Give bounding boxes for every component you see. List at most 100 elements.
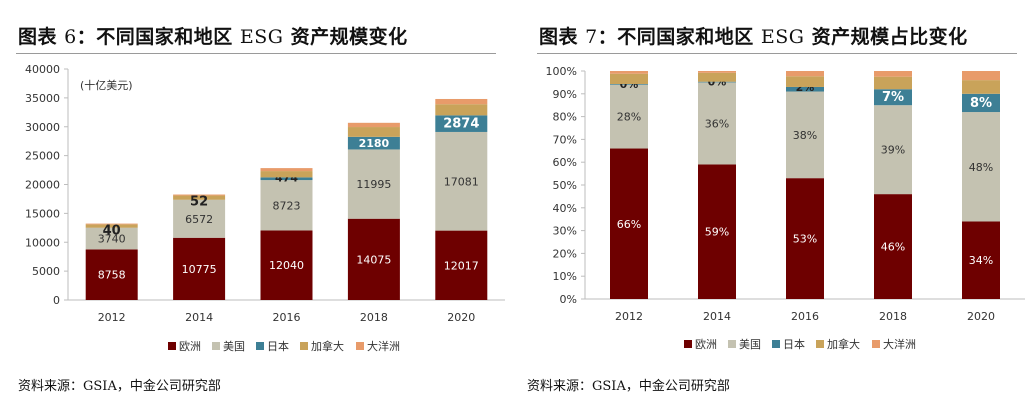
bar-segment-canada <box>173 195 226 200</box>
bar-segment-usa <box>874 105 912 195</box>
bar-segment-usa <box>260 180 313 231</box>
bar-segment-usa <box>347 149 400 219</box>
data-label-europe: 46% <box>881 241 905 254</box>
bar-segment-europe <box>698 164 736 299</box>
x-tick-label: 2020 <box>447 311 475 324</box>
title-separator: ： <box>597 26 618 48</box>
data-label-europe: 66% <box>617 218 641 231</box>
bar-segment-australasia <box>962 71 1000 81</box>
bar-segment-canada <box>435 104 488 116</box>
legend-label: 欧洲 <box>179 340 201 353</box>
bar-segment-canada <box>610 73 648 84</box>
y-tick-label: 5000 <box>32 265 60 278</box>
data-label-usa: 11995 <box>356 178 391 191</box>
bar-segment-australasia <box>260 168 313 172</box>
y-tick-label: 50% <box>553 179 577 192</box>
data-label-europe: 53% <box>793 233 817 246</box>
y-tick-label: 20000 <box>25 179 60 192</box>
bar-segment-europe <box>85 249 138 300</box>
left-stacked-bar-chart: 0 5000 10000 15000 20000 25000 30000 35000 40000… <box>25 63 505 353</box>
data-label-usa: 6572 <box>185 213 213 226</box>
y-tick-label: 25000 <box>25 150 60 163</box>
legend-swatch <box>772 340 780 348</box>
y-tick-label: 0% <box>560 293 577 306</box>
x-tick-label: 2018 <box>360 311 388 324</box>
legend-label: 加拿大 <box>827 337 860 351</box>
left-chart-title: 图表 6：不同国家和地区 ESG 资产规模变化 <box>18 22 408 49</box>
bar-segment-japan <box>610 83 648 85</box>
right-chart-title: 图表 7：不同国家和地区 ESG 资产规模占比变化 <box>539 22 968 49</box>
y-tick-label: 40% <box>553 202 577 215</box>
title-text-part1: 不同国家和地区 <box>96 26 233 48</box>
right-source-note: 资料来源：GSIA，中金公司研究部 <box>527 375 730 394</box>
bar-segment-australasia <box>347 122 400 128</box>
data-label-usa: 8723 <box>273 199 301 212</box>
source-prefix: 资料来源： <box>18 379 84 394</box>
bar-segment-europe <box>173 237 226 300</box>
x-tick-label: 2016 <box>791 310 819 323</box>
legend-swatch <box>872 340 880 348</box>
bar-segment-japan <box>698 81 736 83</box>
bar-segment-usa <box>435 131 488 231</box>
bar-segment-japan <box>347 136 400 150</box>
bar-segment-australasia <box>610 71 648 74</box>
bar-segment-usa <box>786 91 824 179</box>
y-tick-label: 100% <box>546 65 577 78</box>
bar-top-annotation: 52 <box>190 195 208 210</box>
legend-label: 欧洲 <box>695 338 717 351</box>
legend-label: 加拿大 <box>311 339 344 353</box>
bar-segment-canada <box>698 72 736 82</box>
data-label-europe: 34% <box>969 254 993 267</box>
bar-segment-europe <box>260 230 313 300</box>
title-number: 6 <box>64 26 77 48</box>
data-label-europe: 59% <box>705 226 729 239</box>
title-divider <box>16 53 496 54</box>
title-text-part1: 不同国家和地区 <box>617 26 754 48</box>
source-rest: ，中金公司研究部 <box>116 379 221 394</box>
bar-segment-australasia <box>85 223 138 225</box>
left-source-note: 资料来源：GSIA，中金公司研究部 <box>18 375 221 394</box>
data-label-japan: 8% <box>970 96 992 111</box>
bar-segment-canada <box>85 224 138 228</box>
bar-segment-europe <box>610 148 648 299</box>
legend-swatch <box>684 340 692 348</box>
data-label-europe: 12040 <box>269 259 304 272</box>
data-label-japan: 7% <box>882 90 904 105</box>
bar-segment-australasia <box>874 71 912 77</box>
bar-segment-japan <box>786 86 824 92</box>
y-tick-label: 15000 <box>25 207 60 220</box>
title-number: 7 <box>585 26 598 48</box>
x-tick-label: 2012 <box>98 311 126 324</box>
data-label-europe: 8758 <box>98 269 126 282</box>
y-tick-label: 80% <box>553 111 577 124</box>
bar-segment-australasia <box>698 71 736 73</box>
legend-label: 大洋洲 <box>883 337 916 351</box>
data-label-usa: 3740 <box>98 233 126 246</box>
legend-swatch <box>816 340 824 348</box>
title-text-part2: 资产规模占比变化 <box>811 26 968 48</box>
y-tick-label: 10000 <box>25 236 60 249</box>
title-esg: ESG <box>239 26 284 48</box>
title-esg: ESG <box>760 26 805 48</box>
bar-segment-europe <box>435 230 488 300</box>
legend-swatch <box>300 342 308 350</box>
y-tick-label: 0 <box>53 294 60 307</box>
legend-label: 日本 <box>267 339 289 353</box>
bar-top-annotation: 40 <box>103 224 121 239</box>
bar-segment-usa <box>173 199 226 238</box>
x-tick-label: 2020 <box>967 310 995 323</box>
data-label-usa: 39% <box>881 144 905 157</box>
x-tick-label: 2016 <box>273 311 301 324</box>
data-label-europe: 12017 <box>444 259 479 272</box>
legend-label: 大洋洲 <box>367 339 400 353</box>
bar-segment-canada <box>874 76 912 90</box>
y-tick-label: 35000 <box>25 92 60 105</box>
left-chart-panel: 图表 6：不同国家和地区 ESG 资产规模变化 0 5000 10000 15000 2… <box>16 22 505 394</box>
x-tick-label: 2018 <box>879 310 907 323</box>
legend-swatch <box>168 342 176 350</box>
bar-segment-usa <box>610 84 648 149</box>
legend-label: 美国 <box>223 340 245 353</box>
bar-segment-japan <box>874 89 912 106</box>
legend-swatch <box>356 342 364 350</box>
bar-segment-usa <box>698 82 736 165</box>
